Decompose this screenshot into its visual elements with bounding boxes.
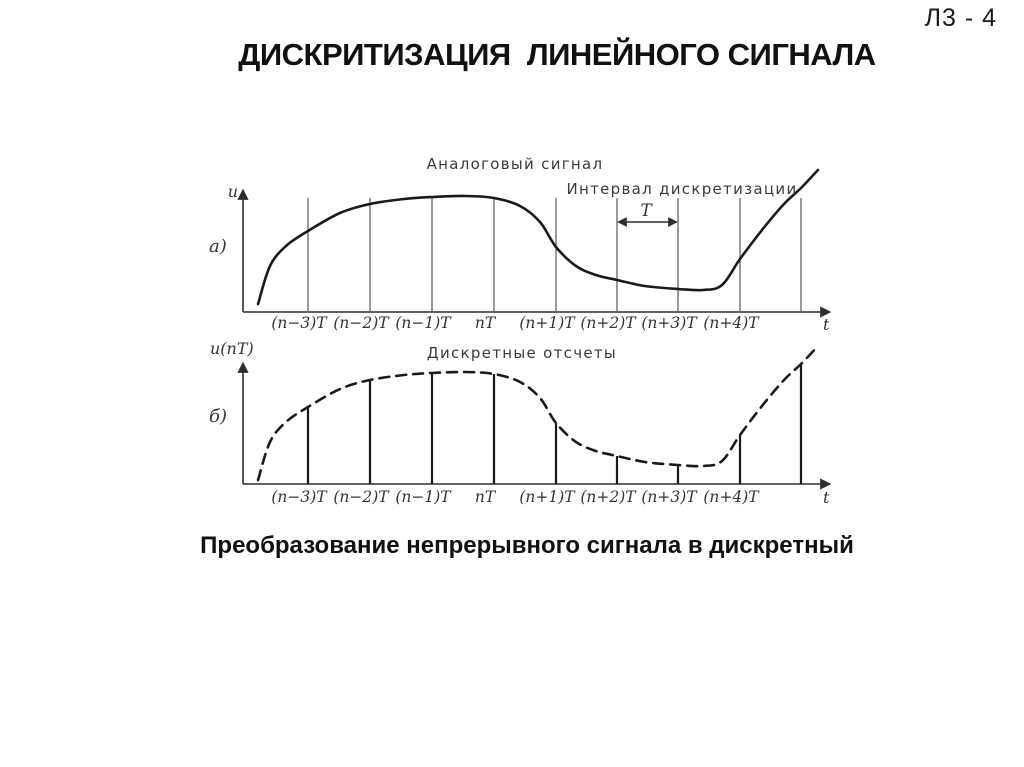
tick-label: (n+3)T [641,488,697,506]
tick-label: (n+1)T [519,314,575,332]
tick-label: nT [474,488,496,506]
tick-label: (n+1)T [519,488,575,506]
tick-label: (n−2)T [333,488,389,506]
panel-b-title: Дискретные отсчеты [426,344,618,362]
tick-label: (n−2)T [333,314,389,332]
panel-b-x-axis-label: t [823,488,830,507]
sampling-interval-annotation: Интервал дискретизации [566,180,798,198]
tick-label: (n+2)T [580,314,636,332]
tick-label: (n+4)T [703,314,759,332]
tick-label: (n−1)T [395,488,451,506]
slide-code: Л3 - 4 [924,4,997,32]
panel-b-tag: б) [209,406,228,427]
slide-title: ДИСКРИТИЗАЦИЯ ЛИНЕЙНОГО СИГНАЛА [238,37,876,72]
panel-a-tag: а) [209,236,227,257]
tick-label: (n−3)T [271,488,327,506]
panel-a-y-axis-label: u [227,182,238,201]
panel-b-y-axis-label: u(nT) [210,339,254,358]
slide-caption: Преобразование непрерывного сигнала в ди… [200,532,854,559]
panel-a-title: Аналоговый сигнал [426,155,604,173]
tick-label: (n−1)T [395,314,451,332]
tick-label: (n+2)T [580,488,636,506]
panel-a-x-axis-label: t [823,315,830,334]
interval-symbol: T [640,201,652,221]
tick-label: (n−3)T [271,314,327,332]
tick-label: (n+4)T [703,488,759,506]
tick-label: nT [474,314,496,332]
tick-label: (n+3)T [641,314,697,332]
